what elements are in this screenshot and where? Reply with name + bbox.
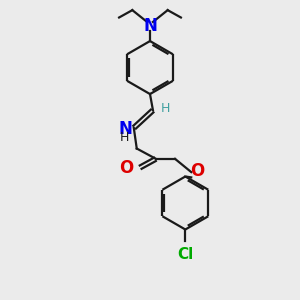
Text: N: N [118, 119, 132, 137]
Text: N: N [143, 17, 157, 35]
Text: O: O [120, 159, 134, 177]
Text: H: H [161, 102, 171, 115]
Text: Cl: Cl [177, 247, 194, 262]
Text: H: H [120, 131, 129, 144]
Text: O: O [190, 162, 205, 180]
